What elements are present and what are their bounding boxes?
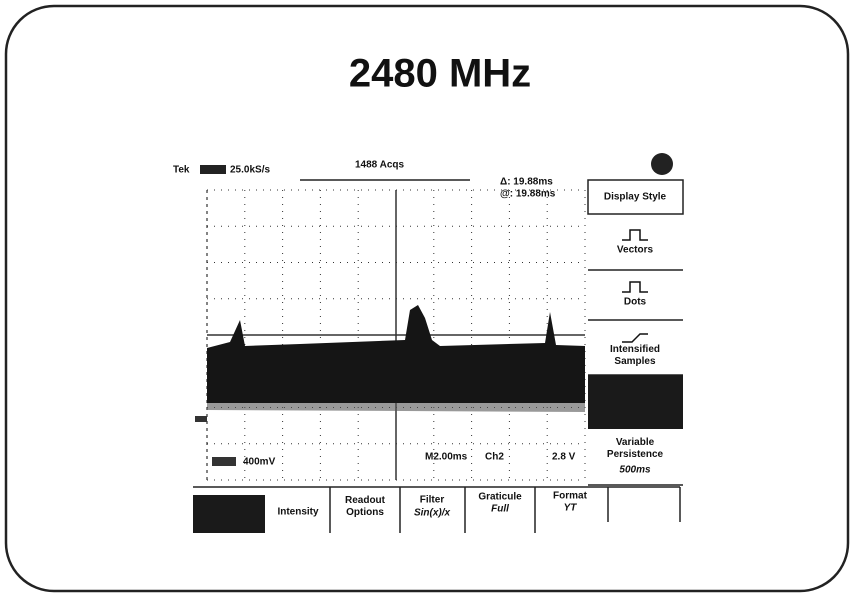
bottom-button: Intensity (277, 507, 319, 518)
run-indicator (200, 165, 226, 174)
side-item-value: 500ms (619, 465, 651, 476)
trigger-level: 2.8 V (552, 452, 576, 463)
bottom-button-value: Sin(x)/x (414, 508, 451, 519)
trigger-source: Ch2 (485, 452, 504, 463)
channel-scale: 400mV (243, 457, 276, 468)
channel-badge (212, 457, 236, 466)
bottom-button-value: YT (564, 503, 578, 514)
sample-rate: 25.0kS/s (230, 165, 270, 176)
slide: 2480 MHz Tek 25.0kS/s 1488 Acqs Δ: 19.88… (0, 0, 854, 597)
acquisitions: 1488 Acqs (355, 160, 405, 171)
brand: Tek (173, 165, 190, 176)
sticker (651, 153, 673, 175)
channel-marker (195, 416, 207, 422)
noise-band (207, 348, 585, 403)
bottom-button: Filter (420, 495, 445, 506)
selected-item (588, 375, 683, 429)
bottom-button: Graticule (478, 492, 522, 503)
bottom-button: Format (553, 491, 588, 502)
side-menu-title: Display Style (604, 192, 667, 203)
side-item: Vectors (617, 245, 654, 256)
timebase: M2.00ms (425, 452, 468, 463)
cursor-delta: Δ: 19.88ms (500, 177, 553, 188)
side-item: Dots (624, 297, 647, 308)
selected-button (193, 495, 265, 533)
slide-title: 2480 MHz (349, 52, 531, 96)
bottom-button-value: Full (491, 504, 509, 515)
